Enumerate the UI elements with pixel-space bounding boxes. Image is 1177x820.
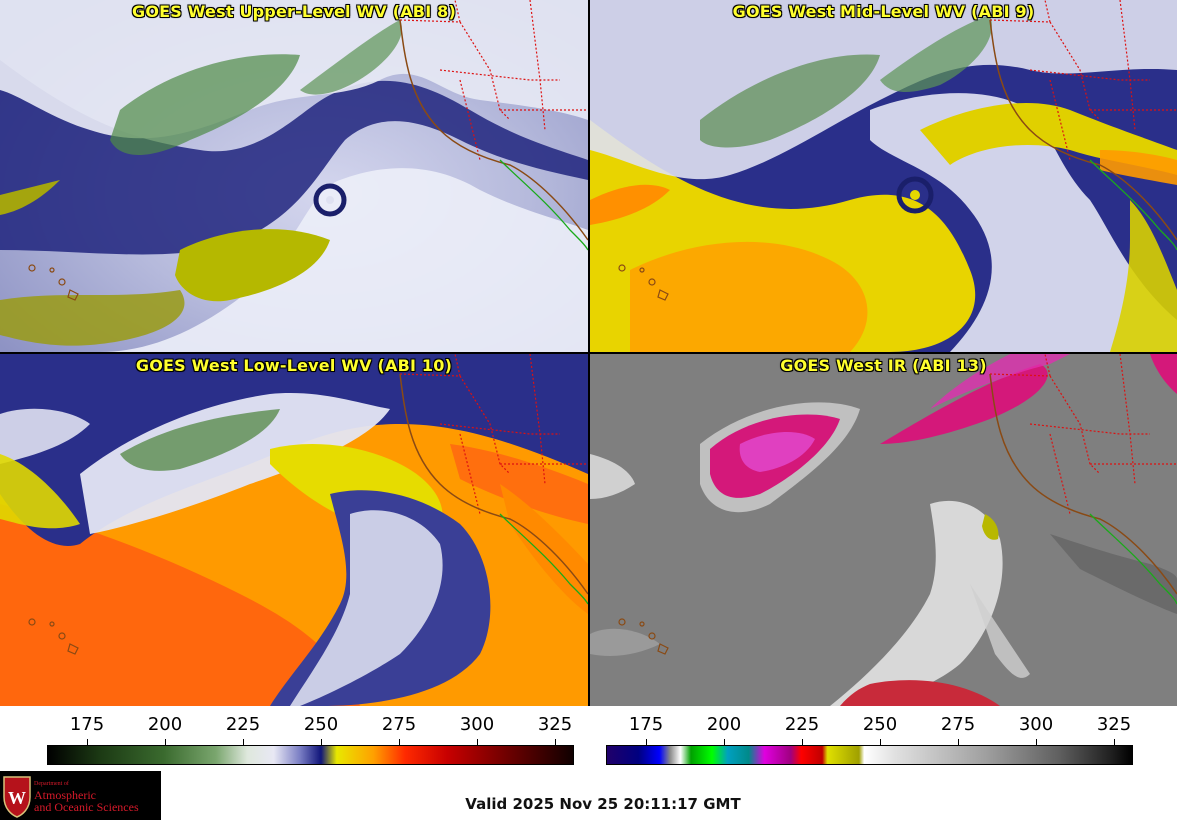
- ir-tick-label: 200: [706, 714, 742, 735]
- colorbar-area: 175 200 225 250 275 300 325 175 200 225 …: [0, 706, 1177, 770]
- logo-line-1: Department of: [34, 781, 69, 787]
- ir-tick-label: 325: [1096, 714, 1132, 735]
- panel-title: GOES West Mid-Level WV (ABI 9): [732, 2, 1035, 21]
- mid-level-wv-panel: GOES West Mid-Level WV (ABI 9): [590, 0, 1177, 352]
- wv-tick-mark: [555, 739, 556, 745]
- ir-panel: GOES West IR (ABI 13): [590, 354, 1177, 706]
- wv-tick-label: 200: [147, 714, 183, 735]
- ir-tick-label: 250: [862, 714, 898, 735]
- wv-tick-label: 300: [459, 714, 495, 735]
- wv-tick-label: 175: [69, 714, 105, 735]
- wv-colorbar: [47, 745, 574, 765]
- low-level-wv-image: [0, 354, 588, 706]
- low-level-wv-panel: GOES West Low-Level WV (ABI 10): [0, 354, 588, 706]
- wv-tick-label: 275: [381, 714, 417, 735]
- panel-title: GOES West IR (ABI 13): [780, 356, 987, 375]
- ir-tick-mark: [958, 739, 959, 745]
- ir-tick-label: 175: [628, 714, 664, 735]
- wv-tick-mark: [399, 739, 400, 745]
- panel-title: GOES West Low-Level WV (ABI 10): [135, 356, 453, 375]
- panel-divider-horizontal: [0, 352, 1177, 354]
- svg-text:W: W: [8, 788, 26, 808]
- mid-level-wv-image: [590, 0, 1177, 352]
- ir-tick-mark: [880, 739, 881, 745]
- wv-tick-mark: [165, 739, 166, 745]
- aos-logo: W Department of Atmospheric and Oceanic …: [0, 771, 161, 820]
- valid-time: Valid 2025 Nov 25 20:11:17 GMT: [465, 795, 741, 813]
- ir-tick-label: 275: [940, 714, 976, 735]
- wv-tick-mark: [87, 739, 88, 745]
- wv-tick-mark: [477, 739, 478, 745]
- ir-colorbar: [606, 745, 1133, 765]
- logo-line-3: and Oceanic Sciences: [34, 800, 139, 814]
- ir-tick-label: 225: [784, 714, 820, 735]
- wv-tick-label: 325: [537, 714, 573, 735]
- wv-tick-label: 250: [303, 714, 339, 735]
- wv-tick-mark: [321, 739, 322, 745]
- ir-tick-mark: [802, 739, 803, 745]
- ir-tick-mark: [1114, 739, 1115, 745]
- ir-image: [590, 354, 1177, 706]
- uw-crest-icon: W: [3, 776, 31, 818]
- upper-level-wv-image: [0, 0, 588, 352]
- wv-tick-label: 225: [225, 714, 261, 735]
- panel-title: GOES West Upper-Level WV (ABI 8): [132, 2, 456, 21]
- ir-tick-mark: [646, 739, 647, 745]
- ir-tick-mark: [1036, 739, 1037, 745]
- upper-level-wv-panel: GOES West Upper-Level WV (ABI 8): [0, 0, 588, 352]
- ir-tick-mark: [724, 739, 725, 745]
- wv-tick-mark: [243, 739, 244, 745]
- ir-tick-label: 300: [1018, 714, 1054, 735]
- logo-line-2: Atmospheric: [34, 788, 96, 802]
